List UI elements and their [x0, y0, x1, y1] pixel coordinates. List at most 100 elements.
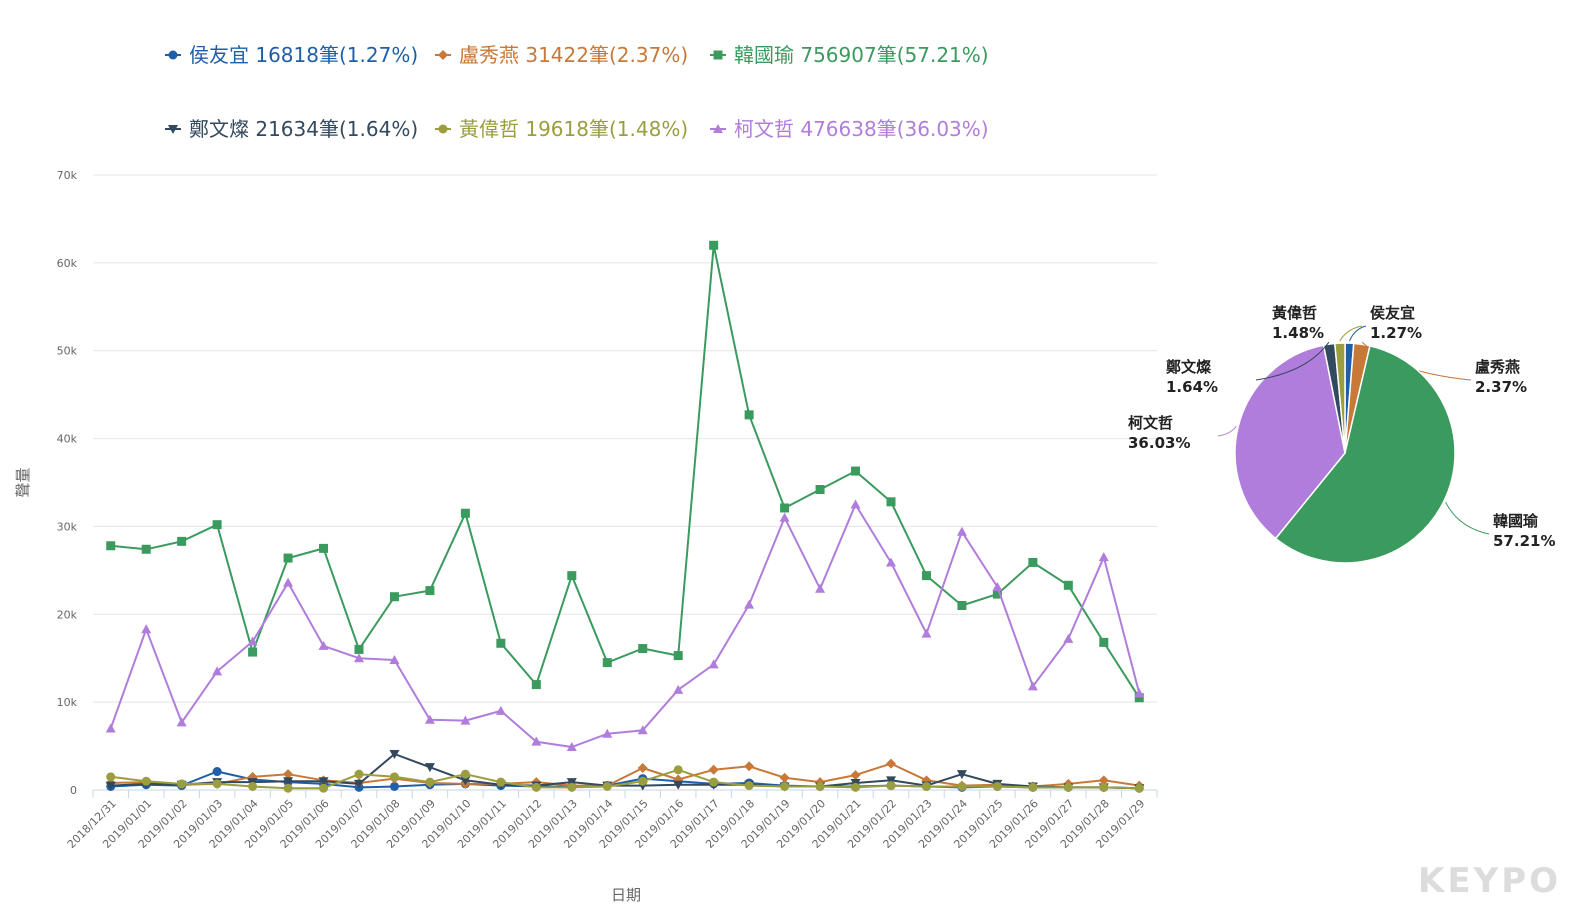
point-2-0 — [106, 541, 116, 551]
point-2-19 — [780, 503, 790, 513]
point-4-27 — [1063, 782, 1073, 792]
y-tick-label-7: 70k — [57, 169, 78, 182]
legend-marker-3 — [168, 125, 178, 134]
point-2-18 — [744, 410, 754, 420]
y-axis-ticks: 0 10k 20k 30k 40k 50k 60k 70k — [57, 169, 78, 797]
point-5-4 — [247, 636, 258, 646]
point-4-3 — [212, 779, 222, 789]
point-2-8 — [389, 592, 399, 602]
point-3-13 — [566, 778, 577, 788]
pie-label-name-1: 盧秀燕 — [1475, 358, 1520, 376]
point-2-21 — [851, 466, 861, 476]
point-5-3 — [212, 666, 223, 676]
series-5 — [105, 499, 1145, 751]
point-1-18 — [744, 761, 755, 772]
y-tick-label-0: 0 — [70, 784, 77, 797]
point-5-14 — [602, 728, 613, 738]
pie-connector-4 — [1255, 341, 1330, 381]
point-2-28 — [1099, 637, 1109, 647]
point-4-12 — [531, 782, 541, 792]
point-5-11 — [495, 705, 506, 715]
point-5-27 — [1063, 633, 1074, 643]
pie-slice-3 — [1234, 344, 1346, 540]
point-4-18 — [744, 781, 754, 791]
legend-entry-3: 鄭文燦 21634筆(1.64%) — [189, 117, 418, 141]
point-0-8 — [389, 781, 399, 791]
point-4-28 — [1099, 782, 1109, 792]
point-2-22 — [886, 497, 896, 507]
point-4-19 — [780, 781, 790, 791]
point-2-15 — [638, 644, 648, 654]
series-4 — [106, 765, 1144, 793]
point-4-16 — [673, 765, 683, 775]
point-2-26 — [1028, 557, 1038, 567]
point-2-1 — [141, 544, 151, 554]
point-2-11 — [496, 638, 506, 648]
point-2-12 — [531, 680, 541, 690]
pie-chart: 侯友宜 1.27% 盧秀燕 2.37% 韓國瑜 57.21% 柯文哲 36.03% 鄭文燦 1.6… — [1128, 304, 1555, 564]
point-4-21 — [851, 782, 861, 792]
point-1-19 — [779, 772, 790, 783]
series-line-3 — [110, 753, 1140, 790]
point-1-5 — [283, 769, 294, 780]
point-2-5 — [283, 553, 293, 563]
legend-entry-5: 柯文哲 476638筆(36.03%) — [734, 117, 989, 141]
point-2-17 — [709, 240, 719, 250]
point-2-3 — [212, 520, 222, 530]
point-3-22 — [886, 776, 896, 786]
legend-entry-4: 黃偉哲 19618筆(1.48%) — [459, 117, 688, 141]
point-2-10 — [460, 508, 470, 518]
legend-marker-5 — [713, 124, 723, 133]
point-5-25 — [992, 582, 1003, 592]
point-4-8 — [389, 772, 399, 782]
series-line-5 — [109, 503, 1141, 748]
legend-entry-0: 侯友宜 16818筆(1.27%) — [189, 43, 418, 67]
y-tick-label-3: 30k — [57, 520, 78, 533]
point-5-29 — [1134, 688, 1145, 698]
point-5-2 — [176, 717, 187, 727]
x-axis: 2018/12/312019/01/012019/01/022019/01/03… — [65, 789, 1158, 851]
point-5-21 — [850, 499, 861, 509]
pie-label-name-5: 黃偉哲 — [1272, 304, 1317, 322]
point-5-28 — [1098, 552, 1109, 562]
line-chart: 0 10k 20k 30k 40k 50k 60k 70k 2018/12/312019/01… — [14, 169, 1158, 904]
point-1-21 — [850, 770, 861, 781]
point-3-0 — [105, 781, 116, 791]
point-3-5 — [283, 777, 294, 787]
pie-connector-3 — [1217, 425, 1237, 437]
legend-entry-1: 盧秀燕 31422筆(2.37%) — [459, 43, 688, 67]
pie-slice-5 — [1333, 342, 1346, 454]
point-4-6 — [319, 783, 329, 793]
pie-connector-5 — [1339, 325, 1363, 342]
point-2-14 — [602, 658, 612, 668]
point-4-17 — [709, 777, 719, 787]
legend-marker-1 — [438, 50, 448, 60]
point-5-7 — [354, 653, 364, 663]
point-5-13 — [566, 741, 577, 751]
point-4-10 — [460, 769, 470, 779]
point-4-0 — [106, 772, 116, 782]
point-5-18 — [744, 599, 755, 609]
series-line-2 — [110, 244, 1141, 699]
legend-entry-2: 韓國瑜 756907筆(57.21%) — [734, 43, 989, 67]
pie-label-percent-1: 2.37% — [1475, 378, 1527, 396]
point-5-0 — [105, 723, 116, 733]
point-2-23 — [921, 571, 931, 581]
point-2-6 — [319, 543, 329, 553]
point-5-8 — [389, 654, 400, 664]
keypo-watermark: KEYPO — [1418, 861, 1561, 901]
point-3-6 — [318, 777, 329, 787]
point-5-12 — [531, 736, 542, 746]
pie-label-percent-2: 57.21% — [1493, 532, 1555, 550]
point-1-22 — [886, 758, 896, 769]
point-5-5 — [283, 577, 294, 587]
point-4-5 — [283, 783, 293, 793]
legend-marker-2 — [713, 50, 723, 60]
point-4-9 — [425, 777, 435, 787]
point-3-10 — [460, 776, 471, 786]
point-4-1 — [141, 776, 151, 786]
pie-connector-2 — [1445, 501, 1490, 535]
point-2-20 — [815, 485, 825, 495]
point-4-15 — [638, 776, 648, 786]
